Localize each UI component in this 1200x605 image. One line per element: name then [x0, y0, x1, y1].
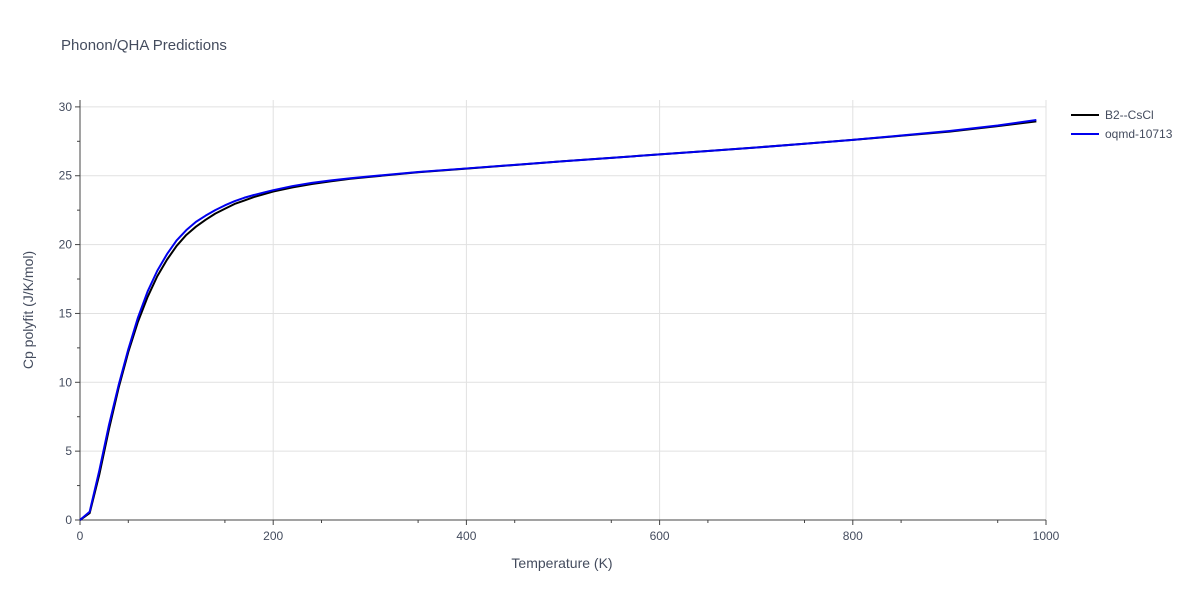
- x-tick-label: 200: [263, 529, 283, 543]
- legend-item-0[interactable]: B2--CsCl: [1071, 108, 1154, 122]
- y-tick-label: 5: [65, 444, 72, 458]
- y-axis-title: Cp polyfit (J/K/mol): [20, 251, 36, 369]
- x-tick-label: 0: [77, 529, 84, 543]
- series-line-1: [79, 118, 1037, 521]
- x-tick-label: 600: [650, 529, 670, 543]
- series-lines: [79, 118, 1037, 521]
- y-tick-label: 10: [59, 375, 73, 389]
- y-tick-label: 0: [65, 513, 72, 527]
- y-tick-label: 25: [59, 169, 73, 183]
- legend-label: B2--CsCl: [1105, 108, 1154, 122]
- x-axis-title: Temperature (K): [511, 555, 612, 571]
- legend[interactable]: B2--CsCl oqmd-10713: [1071, 108, 1173, 141]
- grid: [80, 100, 1047, 520]
- y-tick-label: 15: [59, 306, 73, 320]
- y-tick-label: 30: [59, 100, 73, 114]
- x-tick-label: 800: [843, 529, 863, 543]
- legend-label: oqmd-10713: [1105, 127, 1173, 141]
- axes: 0 200 400 600 800 1000 0 5 10 15 20 25 30: [59, 100, 1060, 543]
- x-tick-label: 1000: [1033, 529, 1060, 543]
- series-line-0: [79, 120, 1037, 521]
- y-tick-label: 20: [59, 238, 73, 252]
- chart-title: Phonon/QHA Predictions: [61, 37, 227, 54]
- x-tick-label: 400: [456, 529, 476, 543]
- legend-item-1[interactable]: oqmd-10713: [1071, 127, 1173, 141]
